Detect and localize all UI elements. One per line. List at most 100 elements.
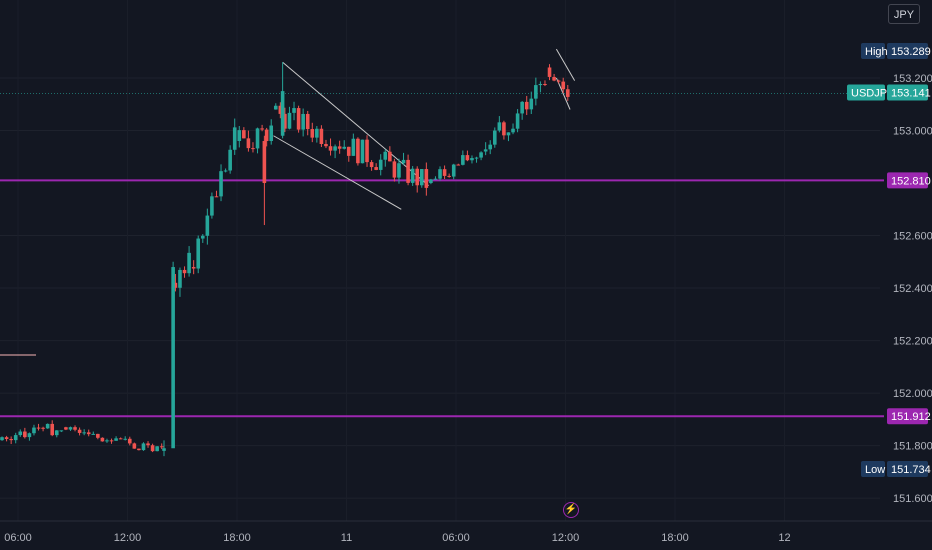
y-tick-label: 152.200 bbox=[893, 336, 932, 348]
candle-body bbox=[397, 163, 401, 178]
trend-line bbox=[273, 135, 402, 210]
candle-body bbox=[479, 152, 483, 158]
candle-body bbox=[524, 101, 529, 110]
x-tick-label: 11 bbox=[341, 532, 352, 544]
candle-body bbox=[214, 196, 219, 198]
candle-body bbox=[109, 440, 114, 442]
candle-body bbox=[356, 138, 360, 164]
candle-body bbox=[13, 435, 18, 441]
candle-body bbox=[305, 113, 310, 130]
candle-body bbox=[219, 171, 223, 197]
candle-body bbox=[200, 235, 205, 239]
candle-body bbox=[205, 215, 210, 236]
candle-body bbox=[114, 438, 118, 441]
candle-body bbox=[232, 127, 237, 150]
candle-body bbox=[228, 149, 232, 171]
candle-body bbox=[86, 432, 91, 435]
candle-body bbox=[162, 448, 166, 451]
candles bbox=[0, 62, 570, 457]
candle-body bbox=[123, 438, 128, 440]
y-tick-label: 153.000 bbox=[893, 126, 932, 138]
candle-body bbox=[429, 179, 433, 184]
low-label-tag-text: Low bbox=[865, 464, 885, 476]
candle-body bbox=[132, 443, 137, 449]
trend-line bbox=[555, 48, 576, 81]
high-value-tag-bg bbox=[887, 43, 928, 59]
lightning-icon[interactable]: ⚡ bbox=[563, 502, 579, 518]
candle-body bbox=[410, 168, 415, 183]
candle-body bbox=[369, 162, 374, 168]
candle-body bbox=[497, 122, 502, 131]
candle-body bbox=[547, 67, 552, 77]
x-tick-label: 12:00 bbox=[552, 532, 580, 544]
candle-body bbox=[415, 168, 420, 186]
grid-lines bbox=[0, 77, 880, 499]
y-axis[interactable]: 153.200 153.000 152.600 152.400 152.200 152.0… bbox=[893, 73, 932, 505]
candle-body bbox=[337, 146, 342, 149]
candle-body bbox=[283, 113, 287, 129]
y-tick-label: 152.000 bbox=[893, 388, 932, 400]
low-value-tag-bg bbox=[887, 461, 928, 477]
candle-body bbox=[538, 83, 543, 86]
candle-body bbox=[392, 161, 397, 178]
candle-body bbox=[543, 83, 547, 85]
candle-body bbox=[255, 128, 260, 149]
current-price-tag-text: 153.141 bbox=[891, 88, 931, 100]
candle-body bbox=[273, 105, 278, 110]
candle-body bbox=[196, 238, 201, 269]
low-value-tag-text: 151.734 bbox=[891, 464, 931, 476]
candle-body bbox=[488, 144, 493, 150]
candle-body bbox=[50, 423, 55, 436]
candle-body bbox=[59, 430, 64, 432]
candle-body bbox=[159, 446, 164, 448]
candle-body bbox=[141, 443, 146, 451]
candle-body bbox=[68, 427, 73, 430]
candle-body bbox=[511, 128, 515, 133]
candle-body bbox=[561, 81, 566, 90]
candle-body bbox=[32, 427, 36, 434]
lower-level-tag-bg bbox=[887, 408, 928, 425]
y-tick-label: 151.800 bbox=[893, 441, 932, 453]
candle-body bbox=[447, 175, 451, 177]
candle-body bbox=[465, 155, 470, 161]
candle-body bbox=[18, 431, 23, 436]
candle-body bbox=[237, 130, 242, 142]
candle-body bbox=[64, 427, 68, 430]
candle-body bbox=[210, 196, 214, 216]
candle-body bbox=[96, 433, 100, 438]
candle-body bbox=[552, 76, 556, 81]
current-price-tag-bg bbox=[887, 84, 928, 101]
candle-body bbox=[319, 128, 324, 145]
candle-body bbox=[492, 130, 497, 145]
candle-body bbox=[388, 151, 392, 162]
candle-body bbox=[150, 445, 155, 452]
candle-body bbox=[365, 139, 369, 163]
candle-body bbox=[328, 146, 333, 151]
candle-body bbox=[73, 427, 77, 430]
candle-body bbox=[461, 155, 465, 165]
upper-level-tag-text: 152.810 bbox=[891, 175, 931, 187]
candle-body bbox=[456, 164, 461, 166]
candle-body bbox=[296, 108, 301, 130]
candle-body bbox=[502, 122, 506, 136]
currency-button[interactable]: JPY bbox=[888, 4, 920, 24]
candle-body bbox=[301, 113, 305, 130]
candle-body bbox=[360, 139, 365, 164]
candle-body bbox=[451, 164, 456, 177]
symbol-tag-text: USDJPY bbox=[851, 88, 895, 100]
y-tick-label: 153.200 bbox=[893, 73, 932, 85]
lower-level-tag-text: 151.912 bbox=[891, 411, 931, 423]
candle-body bbox=[77, 429, 82, 433]
high-label-tag-text: High bbox=[865, 46, 888, 58]
x-axis[interactable]: 06:00 12:00 18:00 11 06:00 12:00 18:00 12 bbox=[4, 532, 790, 544]
candle-body bbox=[173, 282, 178, 288]
candle-body bbox=[242, 130, 246, 139]
symbol-tag-bg bbox=[847, 84, 885, 101]
candle-body bbox=[4, 437, 9, 440]
candle-body bbox=[520, 101, 524, 114]
candle-body bbox=[483, 149, 488, 152]
candle-body bbox=[137, 448, 141, 451]
horizontal-levels[interactable] bbox=[0, 92, 884, 418]
